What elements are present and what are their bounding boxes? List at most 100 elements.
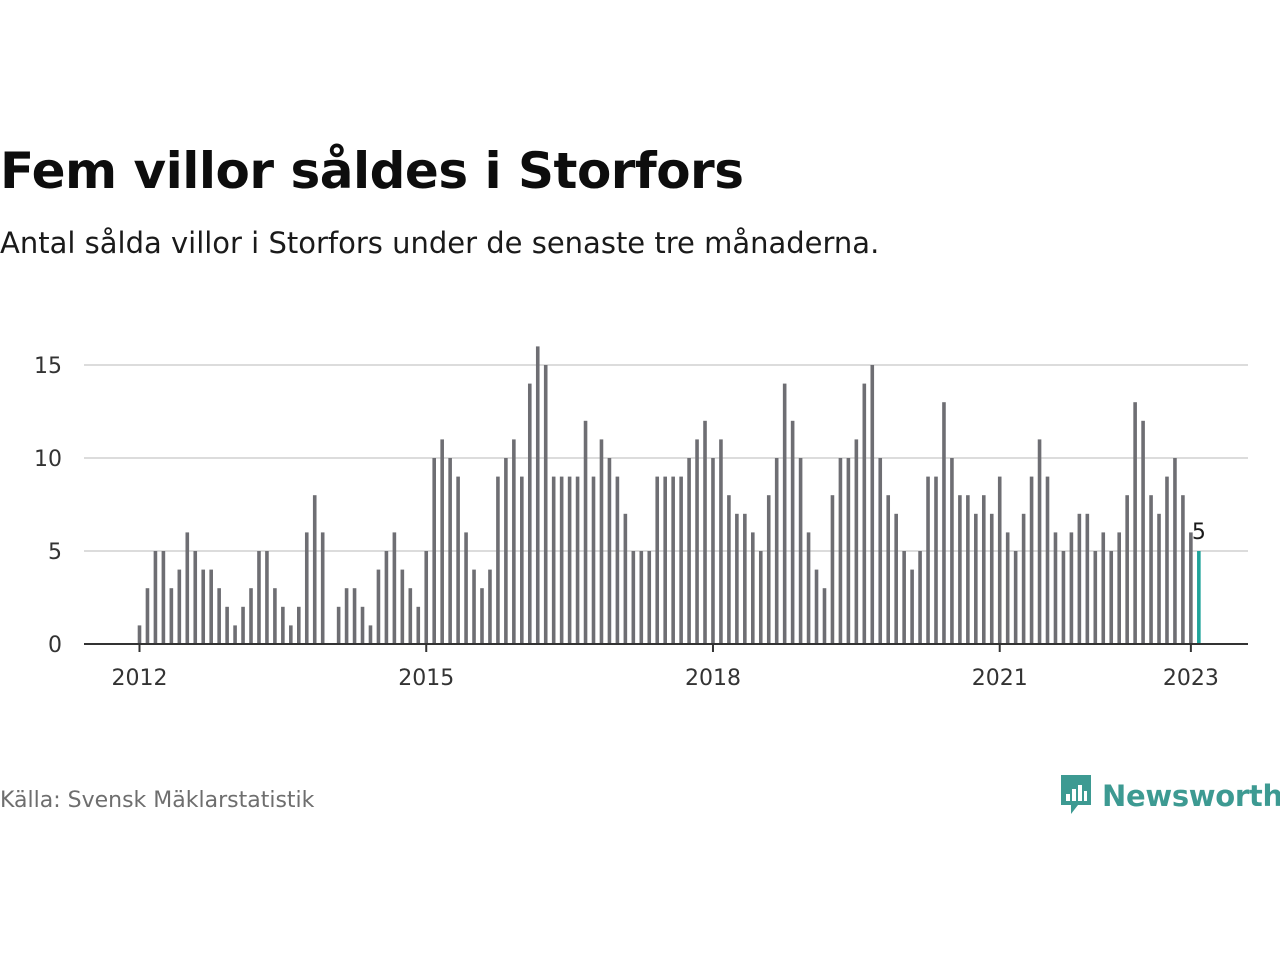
y-tick-label: 0 [48,633,62,658]
bar [416,606,421,644]
bar [575,476,580,644]
bar [878,458,883,644]
bar [703,420,707,644]
bar [512,439,516,644]
bar [711,458,715,644]
x-tick-label: 2023 [1163,666,1219,691]
bar [997,476,1002,644]
bar [1117,532,1121,644]
bar [719,439,723,644]
y-tick-label: 10 [34,447,62,472]
bar [1141,420,1145,644]
bar [1101,532,1106,644]
bar [918,551,922,644]
bar [846,458,851,644]
bar [926,476,930,644]
bar [241,606,245,644]
bar [169,588,174,644]
bar [201,569,206,644]
x-tick-label: 2015 [398,666,454,691]
bar [1021,513,1026,644]
bar [966,495,970,644]
bar [408,588,413,644]
bar [743,513,747,644]
bar [981,495,986,644]
bar [177,569,182,644]
bar [1109,551,1114,644]
bar [886,495,891,644]
bar [304,532,309,644]
bar [1037,439,1042,644]
x-tick-label: 2018 [685,666,741,691]
bar [934,476,938,644]
bar [344,588,349,644]
bar [1181,495,1185,644]
bar [958,495,962,644]
brand-name: Newsworthy [1102,779,1280,813]
bar [687,458,691,644]
bar [297,606,301,644]
bar [336,606,341,644]
bar [432,458,437,644]
bar-chart: 0 5 10 15 5 2012 2015 2018 2021 2023 [34,346,1248,691]
bar [663,476,667,644]
bar [520,476,524,644]
bar [942,402,946,644]
bar [607,458,612,644]
bar [543,365,548,644]
bar [806,532,811,644]
brand-logo[interactable]: Newsworthy [1058,772,1280,820]
bar [727,495,731,644]
bar [535,346,540,644]
bar [1133,402,1137,644]
bar [583,420,588,644]
bar [1149,495,1153,644]
bar [273,588,277,644]
bar [265,551,269,644]
bar [257,551,261,644]
bar [894,513,898,644]
bar [1029,476,1034,644]
bar [623,513,628,644]
bar [281,606,285,644]
bar [1125,495,1129,644]
bar [320,532,325,644]
bar [225,606,229,644]
bar [735,513,739,644]
bar [233,625,237,644]
bar [1069,532,1074,644]
bar [488,569,492,644]
bar [774,458,779,644]
bar [758,551,763,644]
bar [376,569,381,644]
bar [352,588,357,644]
bar [790,420,795,644]
bar [854,439,859,644]
bar [862,383,867,644]
bar [838,458,843,644]
bar [1165,476,1169,644]
bar [424,551,429,644]
x-tick-label: 2021 [972,666,1028,691]
bar [599,439,604,644]
bar [496,476,500,644]
bar [814,569,819,644]
bar [679,476,683,644]
bar [504,458,508,644]
bar [1053,532,1058,644]
bar [639,551,644,644]
bar [870,365,875,644]
bar [974,513,978,644]
bar [289,625,293,644]
bar [1189,532,1193,644]
bar [360,606,365,644]
bar [456,476,460,644]
bar [448,458,452,644]
bar [647,551,652,644]
bar [1005,532,1010,644]
bar [798,458,803,644]
bar [551,476,556,644]
bar [910,569,914,644]
bar-chart-speech-bubble-icon [1058,772,1094,820]
bar [1061,551,1066,644]
